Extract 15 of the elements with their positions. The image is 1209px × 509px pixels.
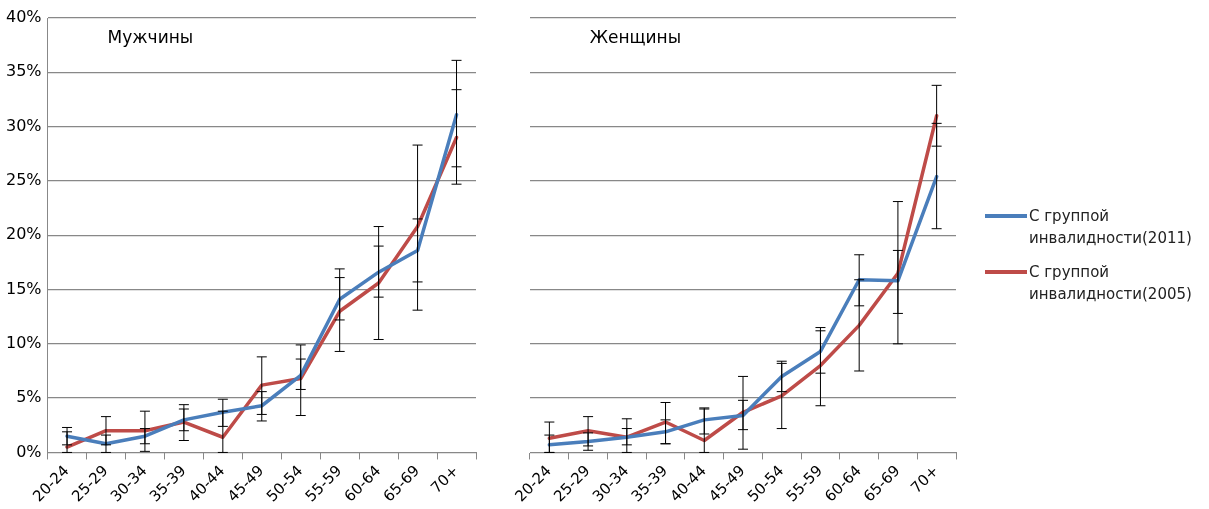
y-tick-label: 15% [6,278,42,298]
legend-label: С группой инвалидности(2011) [1029,206,1193,249]
text: Мужчины [107,26,194,47]
y-tick-label: 5% [16,387,42,407]
y-tick-label: 40% [6,7,42,27]
x-tick-label: 70+ [426,461,463,497]
legend-label: С группой инвалидности(2005) [1029,262,1193,305]
y-tick-label: 30% [6,115,42,135]
text: Женщины [589,26,682,47]
y-tick-label: 0% [16,441,42,461]
y-tick-label: 25% [6,170,42,190]
x-tick-label: 70+ [907,461,943,497]
y-tick-label: 20% [6,224,42,244]
y-tick-label: 35% [6,61,42,81]
y-tick-label: 10% [6,333,42,352]
